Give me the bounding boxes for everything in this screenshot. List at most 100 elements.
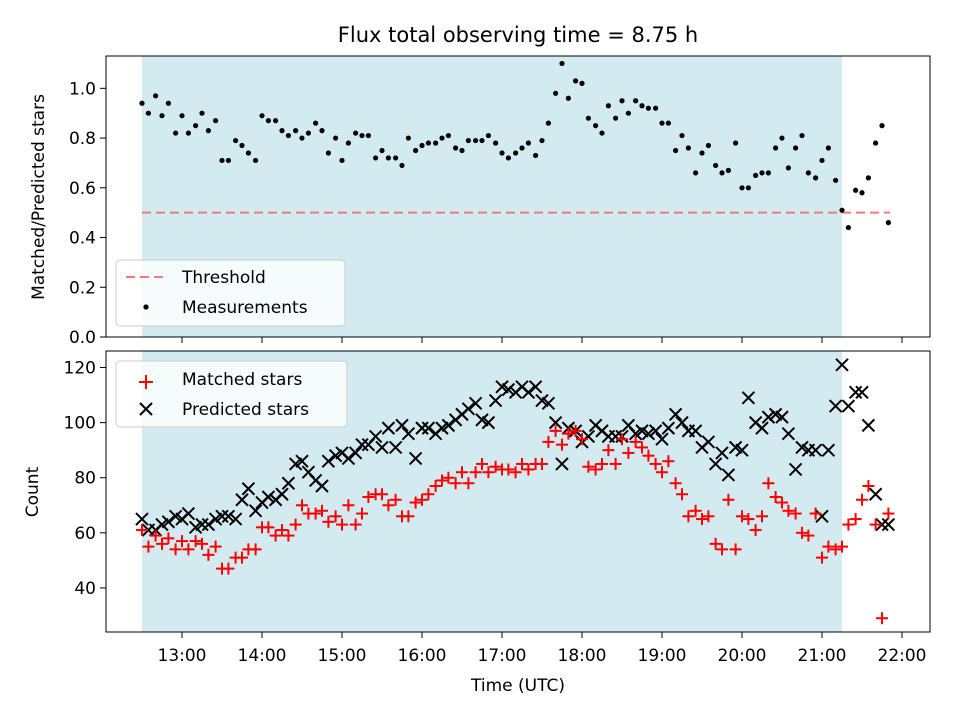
predicted-star-point — [788, 462, 803, 477]
measurement-point — [139, 100, 145, 106]
measurement-point — [865, 175, 872, 181]
matched-star-point — [709, 537, 722, 550]
matched-star-point — [176, 535, 188, 548]
predicted-star-point — [161, 515, 176, 529]
figure-title: Flux total observing time = 8.75 h — [338, 23, 698, 47]
predicted-star-point — [541, 396, 556, 411]
measurement-point — [665, 120, 672, 126]
measurement-point — [839, 207, 845, 213]
ratio-y-label: Matched/Predicted stars — [29, 94, 49, 300]
predicted-star-point — [521, 385, 536, 400]
matched-star-point — [842, 518, 855, 531]
matched-star-point — [642, 449, 655, 462]
matched-star-point — [756, 510, 768, 523]
measurement-point — [345, 140, 351, 146]
matched-star-point — [316, 504, 328, 517]
predicted-star-point — [528, 380, 543, 394]
matched-star-point — [716, 543, 728, 556]
matched-star-point — [189, 535, 202, 548]
predicted-star-point — [701, 435, 716, 449]
measurement-point — [805, 170, 812, 176]
predicted-star-point — [688, 424, 703, 438]
ratio-y-axis: 0.0 0.2 0.4 0.6 0.8 1.0 — [69, 79, 106, 348]
measurement-point — [619, 98, 625, 104]
measurement-point — [185, 130, 191, 136]
matched-star-point — [249, 543, 262, 556]
measurement-point — [613, 115, 619, 121]
matched-star-point — [616, 433, 628, 446]
matched-stars-points — [136, 424, 895, 625]
matched-star-point — [456, 466, 468, 479]
measurement-point — [179, 113, 185, 119]
ratio-x-ticks — [181, 337, 903, 343]
matched-star-point — [502, 463, 515, 476]
measurement-point — [399, 162, 405, 169]
measurement-point — [825, 145, 832, 151]
matched-star-point — [389, 493, 402, 506]
count-y-tick-label: 100 — [64, 414, 96, 434]
measurement-point — [733, 140, 739, 146]
legend-matched-swatch — [139, 375, 153, 389]
predicted-star-point — [401, 426, 416, 441]
measurement-point — [205, 128, 211, 134]
count-y-axis: 40 60 80 100 120 — [64, 359, 106, 599]
measurement-point — [273, 118, 279, 124]
matched-star-point — [209, 540, 222, 553]
matched-star-point — [836, 540, 848, 553]
matched-star-point — [376, 488, 388, 501]
measurement-point — [219, 157, 225, 164]
ratio-legend: Threshold Measurements — [115, 259, 346, 327]
predicted-star-point — [468, 396, 483, 411]
count-y-tick-label: 120 — [64, 359, 96, 379]
count-x-tick-label: 20:00 — [718, 646, 767, 666]
predicted-star-point — [488, 393, 503, 408]
matched-star-point — [662, 455, 675, 468]
measurement-point — [419, 142, 425, 149]
predicted-star-point — [735, 443, 749, 457]
matched-star-point — [362, 491, 375, 504]
matched-star-point — [789, 507, 802, 520]
count-x-tick-label: 22:00 — [878, 646, 927, 666]
measurement-point — [165, 100, 171, 106]
predicted-star-point — [548, 415, 563, 430]
measurement-point — [253, 157, 259, 164]
predicted-star-point — [395, 418, 409, 433]
measurement-point — [879, 123, 885, 129]
measurement-point — [773, 145, 779, 151]
predicted-star-point — [668, 407, 683, 422]
measurement-point — [473, 137, 479, 144]
measurement-point — [833, 177, 839, 183]
ratio-panel: 0.0 0.2 0.4 0.6 0.8 1.0 Matched/Predicted sta… — [29, 55, 931, 348]
matched-star-point — [556, 438, 568, 451]
measurement-point — [479, 137, 485, 144]
matched-star-point — [682, 510, 695, 523]
measurement-point — [279, 128, 285, 134]
matched-star-point — [329, 510, 342, 523]
matched-star-point — [849, 513, 862, 526]
measurement-point — [533, 152, 539, 159]
measurement-point — [573, 78, 579, 84]
matched-star-point — [522, 463, 535, 476]
matched-star-point — [509, 466, 522, 479]
measurement-point — [645, 105, 652, 111]
matched-star-point — [149, 529, 162, 542]
predicted-star-point — [381, 421, 396, 435]
measurement-point — [305, 130, 311, 136]
matched-star-point — [289, 518, 302, 531]
measurement-point — [859, 190, 865, 196]
predicted-star-point — [828, 399, 843, 413]
predicted-star-point — [861, 418, 876, 433]
predicted-star-point — [341, 451, 356, 466]
measurement-point — [299, 135, 305, 141]
matched-star-point — [736, 510, 748, 523]
predicted-star-point — [835, 358, 849, 372]
count-panel: 40 60 80 100 120 13:00 14:00 15:00 16:00 17:00 18… — [23, 350, 931, 696]
matched-star-point — [702, 510, 715, 523]
predicted-star-point — [721, 468, 736, 482]
measurement-point — [359, 132, 365, 139]
count-x-tick-label: 17:00 — [478, 646, 527, 666]
measurement-point — [639, 103, 645, 109]
predicted-star-point — [135, 512, 149, 526]
measurement-point — [853, 187, 859, 193]
predicted-star-point — [761, 410, 776, 424]
